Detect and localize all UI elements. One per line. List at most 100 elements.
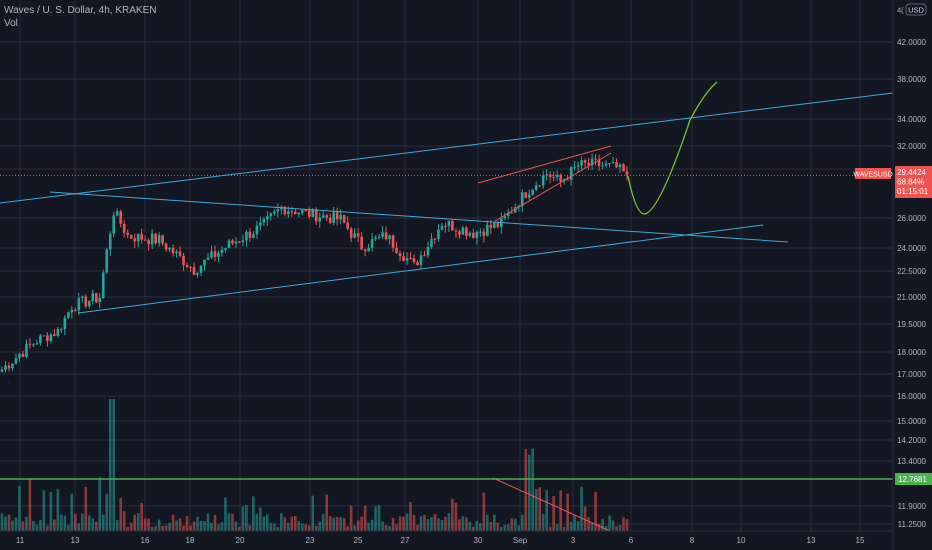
volume-indicator-label[interactable]: Vol — [4, 18, 18, 29]
volume-bar — [311, 495, 315, 531]
descending-line[interactable] — [49, 191, 789, 243]
volume-bar — [147, 518, 150, 531]
candle-body — [465, 227, 468, 236]
volume-bar — [346, 526, 349, 531]
candle-body — [611, 162, 615, 164]
volume-bar — [363, 505, 367, 531]
rising-wedge-lower[interactable] — [494, 152, 612, 222]
x-tick-label: 20 — [236, 536, 245, 545]
lower-channel-line[interactable] — [77, 224, 764, 314]
candle-body — [168, 247, 171, 250]
candle-body — [576, 165, 580, 167]
time-axis[interactable]: 11 13 16 18 20 23 25 27 30 Sep 3 6 8 10 13 15 — [0, 530, 893, 545]
bar-countdown: 01:15:01 — [897, 187, 929, 196]
currency-badge-box[interactable] — [905, 3, 927, 16]
volume-bar — [520, 514, 524, 531]
volume-bar — [534, 488, 538, 531]
candle-body — [416, 262, 419, 266]
volume-bar — [479, 523, 482, 531]
candle-body — [314, 209, 318, 222]
currency-selector[interactable]: USD 4( — [897, 3, 927, 16]
x-tick-label: 11 — [16, 536, 25, 545]
candle-body — [122, 223, 126, 233]
volume-bar — [583, 506, 587, 531]
candle-body — [437, 229, 440, 239]
candle-body — [618, 164, 622, 168]
volume-bar — [482, 492, 486, 531]
candle-body — [531, 189, 535, 195]
candle-body — [0, 369, 4, 372]
candle-body — [42, 335, 46, 337]
candle-body — [94, 293, 98, 303]
volume-bar — [91, 518, 95, 531]
volume-bar — [461, 516, 465, 531]
price-axis[interactable]: 42.000038.000034.000032.000030.000026.00… — [892, 0, 932, 550]
volume-bar — [321, 514, 325, 531]
candle-body — [56, 329, 60, 337]
volume-bar — [423, 515, 426, 531]
candle-body — [381, 232, 384, 237]
volume-bar — [14, 517, 18, 531]
volume-bar — [367, 522, 370, 531]
candle-body — [126, 232, 129, 236]
y-tick-label: 19.5000 — [897, 320, 926, 329]
candle-body — [133, 238, 136, 242]
volume-bar — [475, 520, 479, 531]
volume-bar — [262, 516, 266, 531]
volume-bar — [447, 513, 451, 531]
candle-body — [370, 239, 374, 248]
candle-body — [601, 165, 604, 167]
volume-bar — [500, 526, 503, 531]
volume-bar — [444, 516, 447, 531]
volume-bar — [622, 517, 625, 531]
candle-body — [356, 233, 360, 237]
volume-bar — [552, 495, 555, 531]
candle-body — [46, 335, 49, 342]
candle-body — [398, 253, 402, 257]
volume-trendline[interactable] — [492, 477, 611, 532]
candle-body — [252, 234, 255, 238]
volume-bar — [273, 523, 276, 531]
candle-body — [4, 365, 7, 370]
volume-bar — [377, 505, 381, 531]
candle-body — [412, 258, 416, 263]
x-tick-label: 8 — [690, 536, 695, 545]
candle-body — [444, 225, 447, 227]
candle-body — [178, 251, 182, 256]
candle-body — [297, 212, 301, 215]
projection-curve[interactable] — [627, 81, 718, 215]
volume-level-box — [895, 473, 932, 485]
candle-body — [363, 249, 367, 252]
volume-bar — [304, 524, 308, 531]
volume-bar — [182, 525, 185, 531]
rising-wedge-upper[interactable] — [477, 145, 612, 184]
symbol-title[interactable]: Waves / U. S. Dollar, 4h, KRAKEN — [4, 5, 157, 16]
candle-body — [262, 219, 266, 223]
symbol-tag-text: WAVESUSD — [853, 172, 892, 179]
volume-bar — [430, 517, 433, 531]
candle-body — [196, 272, 199, 275]
upper-channel-line[interactable] — [0, 92, 894, 204]
volume-bar — [269, 522, 273, 531]
candle-body — [273, 211, 276, 214]
x-tick-label: 15 — [856, 536, 865, 545]
volume-bar — [67, 525, 70, 531]
candle-body — [84, 296, 88, 307]
volume-bar — [384, 524, 388, 531]
volume-bar — [433, 514, 437, 531]
volume-bar — [349, 505, 353, 531]
candle-body — [283, 206, 287, 215]
candle-body — [189, 266, 192, 268]
candle-body — [475, 231, 479, 238]
volume-bar — [4, 516, 7, 531]
volume-bar — [101, 514, 105, 531]
candle-body — [112, 215, 116, 234]
candle-body — [143, 239, 147, 241]
candle-body — [566, 179, 569, 181]
volume-bar — [18, 486, 21, 531]
volume-bar — [192, 521, 196, 531]
candle-body — [461, 227, 465, 235]
candle-body — [67, 312, 70, 318]
candle-body — [395, 247, 398, 254]
